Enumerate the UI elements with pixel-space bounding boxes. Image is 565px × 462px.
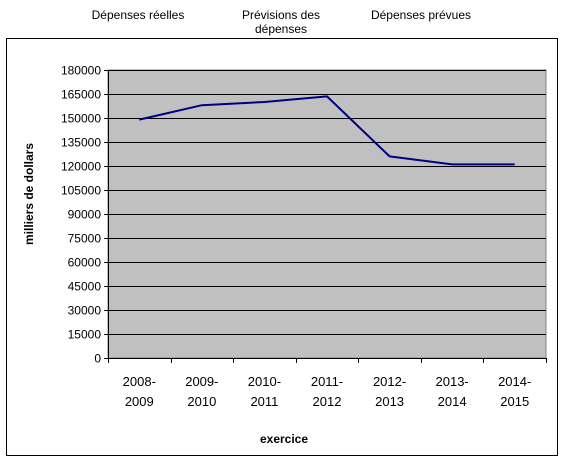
x-tick-label: 2014-2015 xyxy=(498,374,531,409)
header-label-planned: Dépenses prévues xyxy=(370,8,472,22)
x-axis-label: exercice xyxy=(260,432,308,446)
header-label-actual: Dépenses réelles xyxy=(91,8,185,22)
x-tick-label: 2011-2012 xyxy=(311,374,343,409)
y-tick-label: 105000 xyxy=(61,184,101,198)
y-tick-label: 150000 xyxy=(61,112,101,126)
x-tick-label: 2008-2009 xyxy=(123,374,156,409)
x-tick-label: 2012-2013 xyxy=(373,374,406,409)
y-tick-label: 45000 xyxy=(68,280,102,294)
y-tick-label: 60000 xyxy=(68,256,102,270)
y-tick-label: 30000 xyxy=(68,304,102,318)
y-tick-label: 135000 xyxy=(61,136,101,150)
header-label-forecast: Prévisions des dépenses xyxy=(241,8,321,36)
chart-frame xyxy=(6,38,558,456)
x-tick-label: 2013-2014 xyxy=(436,374,469,409)
y-tick-label: 180000 xyxy=(61,64,101,78)
y-tick-label: 75000 xyxy=(68,232,102,246)
x-tick-label: 2009-2010 xyxy=(185,374,218,409)
y-tick-label: 15000 xyxy=(68,328,102,342)
x-tick-label: 2010-2011 xyxy=(248,374,281,409)
y-axis-label: milliers de dollars xyxy=(22,143,36,245)
y-tick-label: 0 xyxy=(94,352,101,366)
y-tick-label: 90000 xyxy=(68,208,102,222)
y-tick-label: 120000 xyxy=(61,160,101,174)
y-tick-label: 165000 xyxy=(61,88,101,102)
series-line xyxy=(139,95,515,166)
